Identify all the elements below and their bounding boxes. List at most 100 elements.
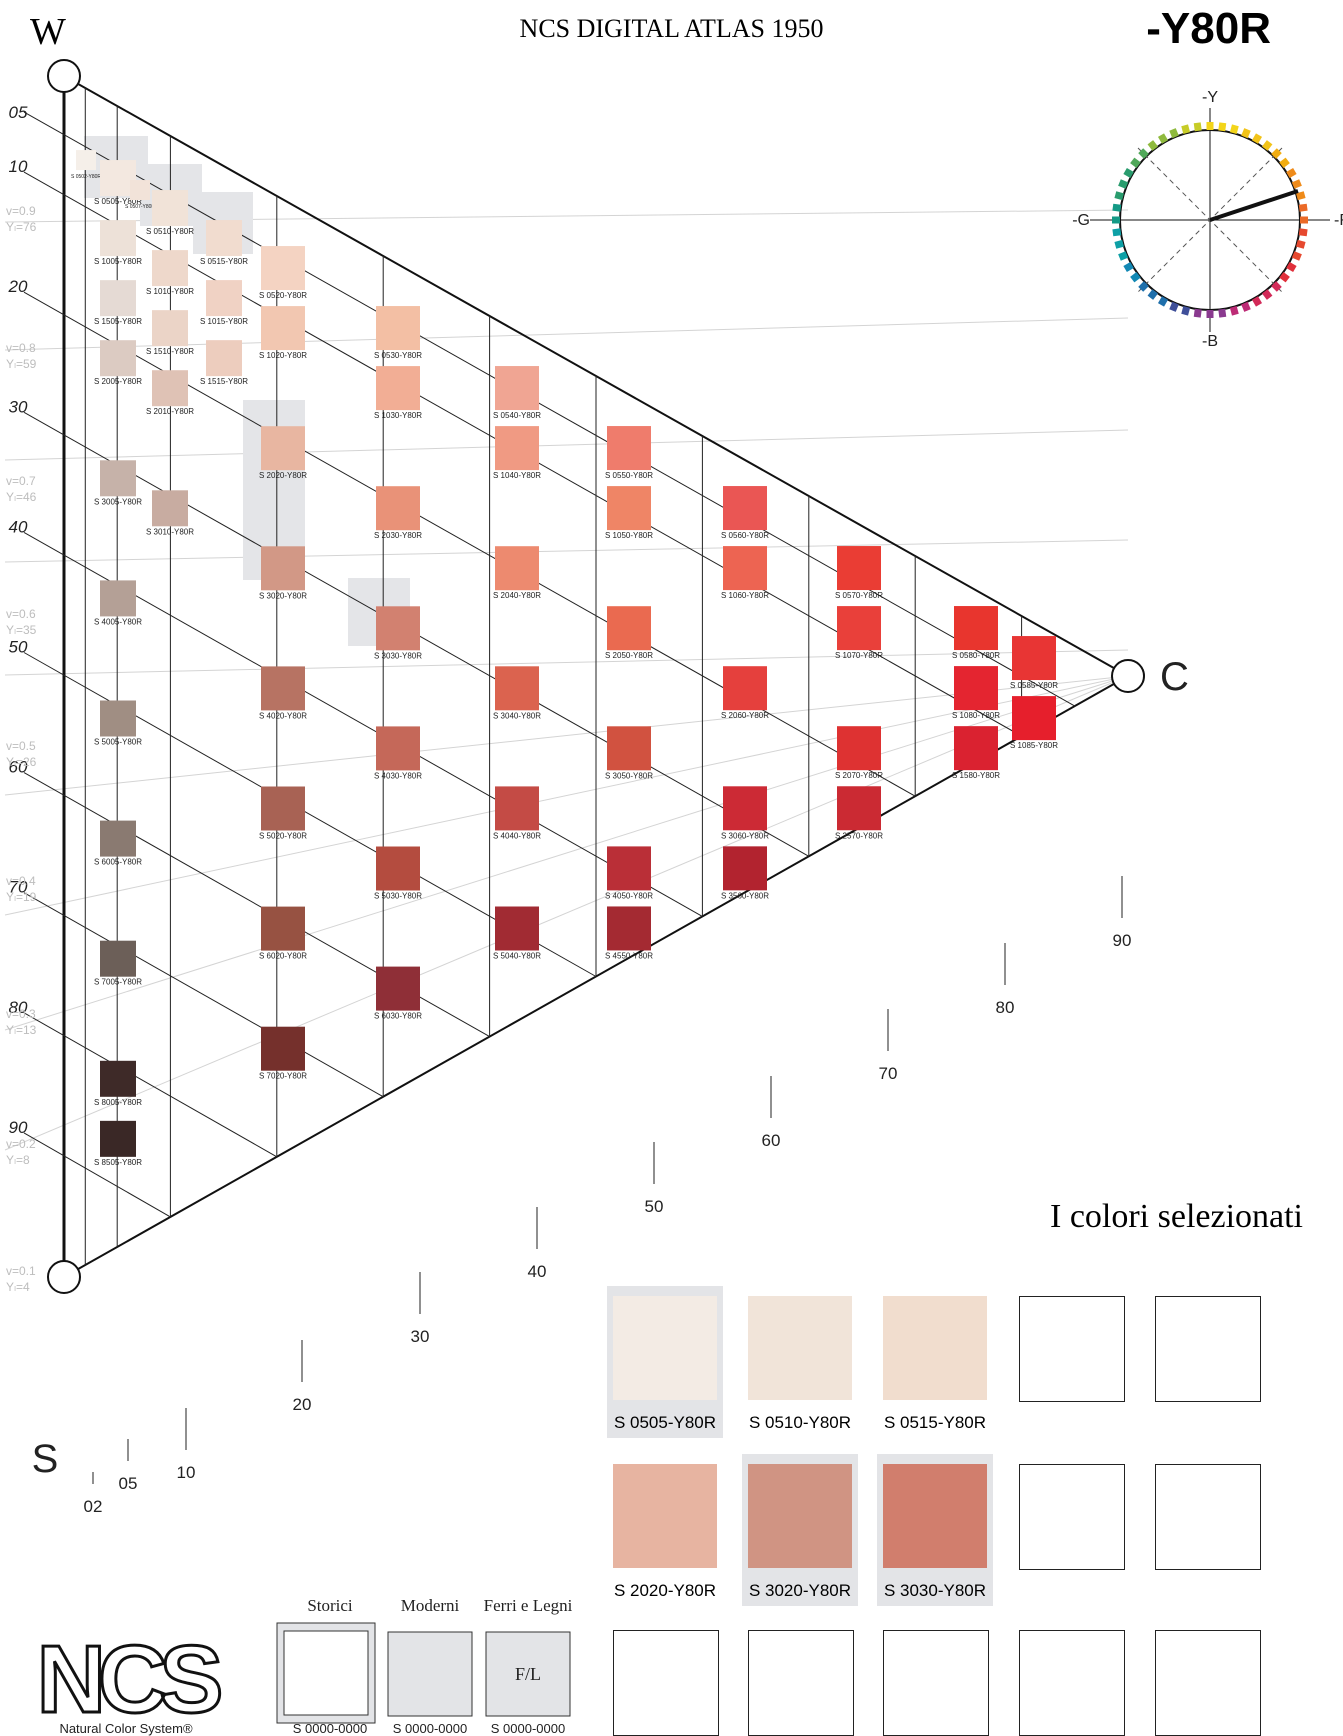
color-swatch: S 5040-Y80R xyxy=(493,906,541,961)
swatch-code: S 2020-Y80R xyxy=(259,471,307,480)
selected-color-slot[interactable] xyxy=(1149,1286,1265,1411)
swatch-code: S 5020-Y80R xyxy=(259,832,307,841)
chroma-label: 90 xyxy=(1113,931,1132,950)
color-swatch: S 3005-Y80R xyxy=(94,460,142,506)
swatch-code: S 1505-Y80R xyxy=(94,317,142,326)
swatch-chip xyxy=(376,306,420,351)
selected-color-slot[interactable] xyxy=(1149,1620,1265,1736)
selected-color-slot[interactable]: S 0515-Y80R xyxy=(877,1286,993,1438)
swatch-chip xyxy=(261,666,305,711)
swatch-code: S 2570-Y80R xyxy=(835,831,883,840)
swatch-code: S 1080-Y80R xyxy=(952,711,1000,720)
swatch-chip xyxy=(261,306,305,351)
swatch-chip xyxy=(100,340,136,377)
luminance-line xyxy=(4,675,1129,1151)
swatch-code: S 0502-Y80R xyxy=(71,174,101,180)
swatch-chip xyxy=(376,486,420,531)
swatch-code: S 6030-Y80R xyxy=(374,1012,422,1021)
swatch-chip xyxy=(607,726,651,771)
selected-color-slot[interactable]: S 0505-Y80R xyxy=(607,1286,723,1438)
selected-color-slot[interactable] xyxy=(1149,1454,1265,1579)
hue-tick xyxy=(1147,140,1158,151)
category-box xyxy=(387,1631,473,1717)
chroma-label: 30 xyxy=(411,1327,430,1346)
swatch-code: S 0560-Y80R xyxy=(721,531,769,540)
swatch-chip xyxy=(206,280,242,317)
swatch-chip xyxy=(723,486,767,531)
swatch-chip xyxy=(261,246,305,291)
selected-color-chip xyxy=(613,1296,717,1400)
color-swatch: S 1070-Y80R xyxy=(835,606,883,660)
hue-tick xyxy=(1123,261,1134,273)
swatch-code: S 0530-Y80R xyxy=(374,351,422,360)
color-swatch: S 4020-Y80R xyxy=(259,666,307,720)
category-boxes: Storici S 0000-0000 Moderni S 0000-0000 Ferr… xyxy=(276,1596,573,1736)
color-swatch: S 1030-Y80R xyxy=(374,366,422,420)
luminance-line xyxy=(4,649,1129,676)
selected-color-code: S 0505-Y80R xyxy=(613,1413,717,1432)
swatch-chip xyxy=(495,786,539,831)
selected-color-slot[interactable] xyxy=(1013,1454,1129,1579)
swatch-chip xyxy=(607,846,651,891)
hue-tick xyxy=(1112,203,1122,212)
hue-bottom-label: -B xyxy=(1202,333,1218,350)
color-swatch: S 0585-Y80R xyxy=(1010,636,1058,690)
hue-tick xyxy=(1271,281,1282,292)
swatch-chip xyxy=(100,940,136,977)
swatch-code: S 5005-Y80R xyxy=(94,738,142,747)
swatch-code: S 1515-Y80R xyxy=(200,377,248,386)
color-swatch: S 8505-Y80R xyxy=(94,1120,142,1167)
color-swatch: S 0580-Y80R xyxy=(952,606,1000,660)
swatch-code: S 1580-Y80R xyxy=(952,771,1000,780)
color-swatch: S 6005-Y80R xyxy=(94,820,142,867)
hue-tick xyxy=(1241,128,1251,139)
selected-color-chip xyxy=(1019,1464,1125,1570)
color-swatch: S 1010-Y80R xyxy=(146,250,194,296)
color-swatch: S 0560-Y80R xyxy=(721,486,769,540)
selected-color-chip xyxy=(1155,1296,1261,1402)
hue-tick xyxy=(1251,296,1263,307)
swatch-code: S 0515-Y80R xyxy=(200,257,248,266)
swatch-chip xyxy=(100,220,136,257)
blackness-label: 30 xyxy=(9,397,28,416)
hue-tick xyxy=(1157,133,1169,144)
swatch-code: S 1510-Y80R xyxy=(146,347,194,356)
swatch-code: S 2030-Y80R xyxy=(374,531,422,540)
color-swatch: S 3010-Y80R xyxy=(146,490,194,536)
swatch-chip xyxy=(495,906,539,951)
swatch-code: S 4050-Y80R xyxy=(605,891,653,900)
blackness-label: 60 xyxy=(9,758,28,777)
color-swatch: S 0530-Y80R xyxy=(374,306,422,360)
selected-color-slot[interactable]: S 0510-Y80R xyxy=(742,1286,858,1438)
hue-tick xyxy=(1193,308,1202,318)
hue-tick xyxy=(1157,296,1169,307)
swatch-code: S 2005-Y80R xyxy=(94,377,142,386)
hue-tick xyxy=(1169,301,1179,312)
selected-color-slot[interactable] xyxy=(1013,1620,1129,1736)
swatch-chip xyxy=(723,546,767,591)
ncs-logo-text: NCS xyxy=(37,1626,221,1733)
swatch-code: S 4040-Y80R xyxy=(493,831,541,840)
selected-color-slot[interactable]: S 3020-Y80R xyxy=(742,1454,858,1606)
color-swatch: S 8005-Y80R xyxy=(94,1060,142,1107)
swatch-code: S 4550-Y80R xyxy=(605,951,653,960)
hue-tick xyxy=(1147,289,1158,300)
swatch-code: S 0570-Y80R xyxy=(835,591,883,600)
hue-tick xyxy=(1130,157,1141,168)
color-swatch: S 5030-Y80R xyxy=(374,846,422,901)
color-swatch: S 4005-Y80R xyxy=(94,580,142,626)
selected-color-chip xyxy=(883,1464,987,1568)
selected-color-slot[interactable] xyxy=(607,1620,723,1736)
swatch-code: S 2040-Y80R xyxy=(493,591,541,600)
selected-color-slot[interactable]: S 2020-Y80R xyxy=(607,1454,723,1606)
hue-tick xyxy=(1296,191,1306,201)
selected-color-slot[interactable] xyxy=(877,1620,993,1736)
blackness-line xyxy=(23,892,384,1098)
selected-color-slot[interactable] xyxy=(1013,1286,1129,1411)
hue-tick xyxy=(1218,308,1227,318)
swatch-code: S 7020-Y80R xyxy=(259,1072,307,1081)
selected-color-slot[interactable]: S 3030-Y80R xyxy=(877,1454,993,1606)
selected-color-slot[interactable] xyxy=(742,1620,858,1736)
